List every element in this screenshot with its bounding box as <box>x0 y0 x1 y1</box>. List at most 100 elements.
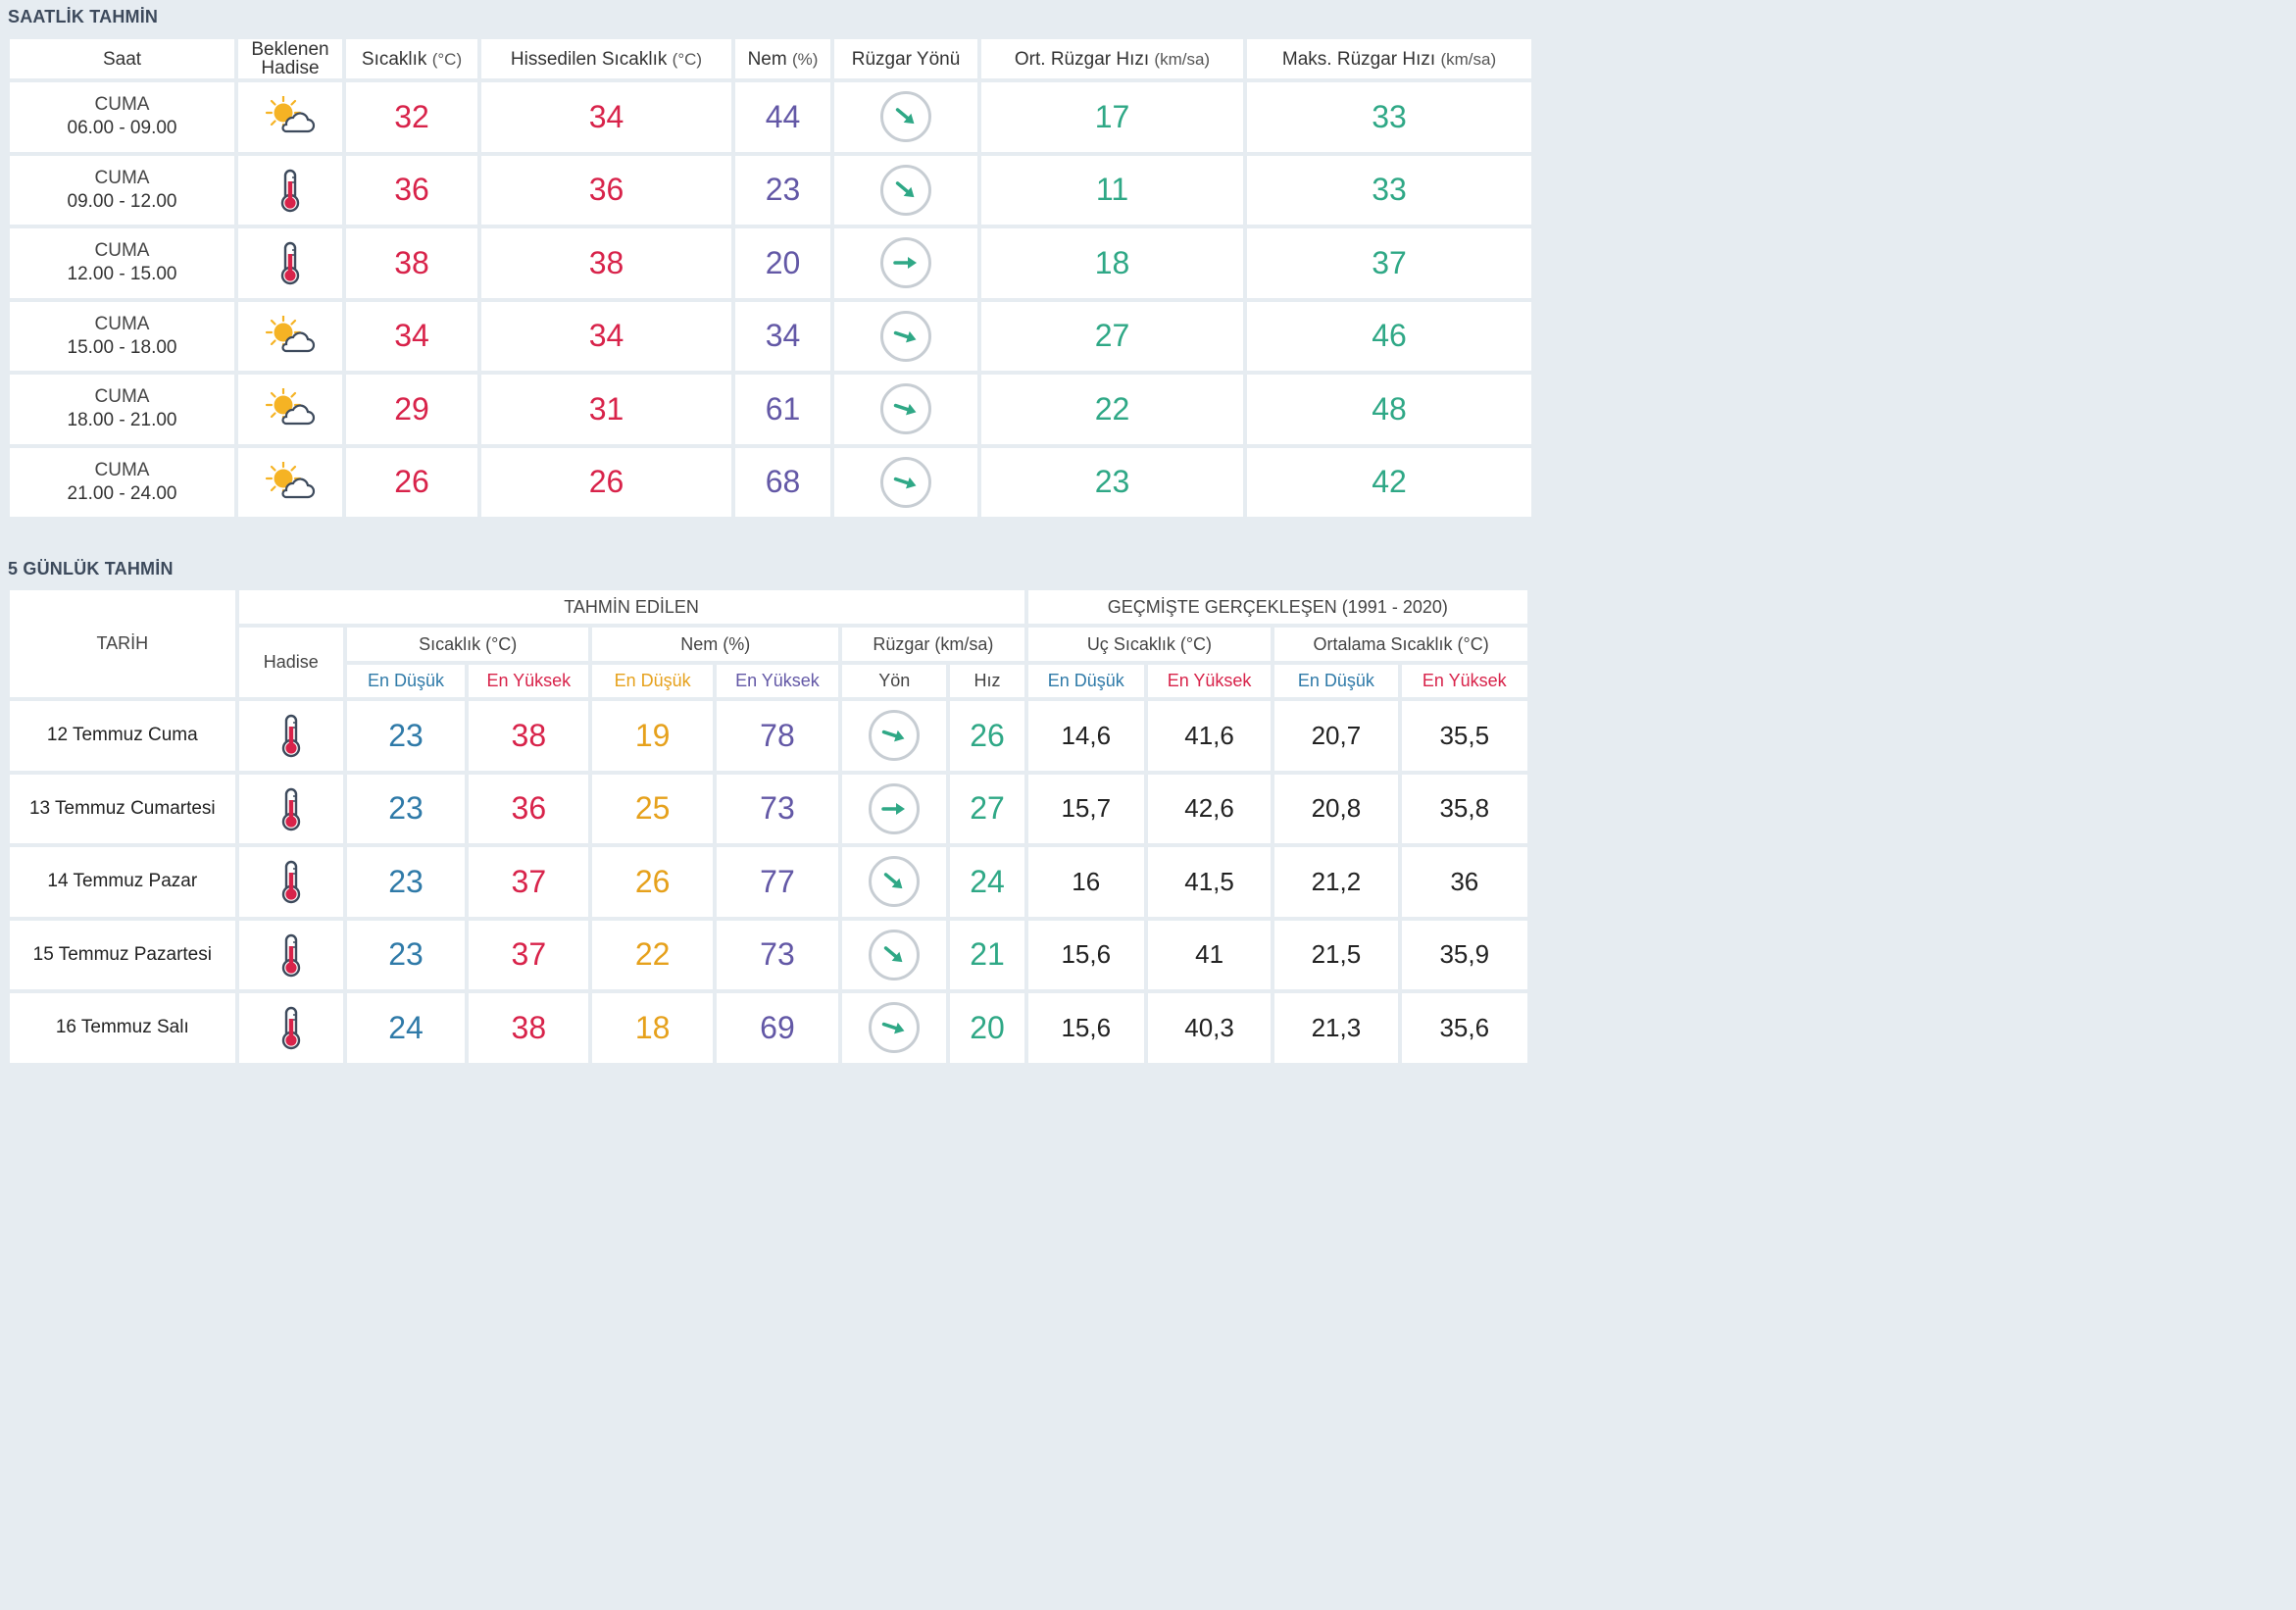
feels-like-value: 31 <box>481 375 731 444</box>
wind-direction-icon <box>880 91 931 143</box>
average-min-value: 21,2 <box>1274 847 1398 917</box>
wind-direction-cell <box>834 301 977 371</box>
feels-like-value: 38 <box>481 228 731 298</box>
wind-direction-icon <box>880 164 931 216</box>
header-maks-label: Maks. Rüzgar Hızı <box>1281 48 1436 70</box>
thermometer-icon <box>278 787 304 830</box>
wind-direction-icon <box>880 456 931 508</box>
header-sicaklik: Sıcaklık (°C) <box>346 39 477 78</box>
slot-time: 15.00 - 18.00 <box>67 336 177 358</box>
slot-day: CUMA <box>94 94 150 116</box>
wind-direction-icon <box>869 1002 921 1054</box>
avg-wind-value: 18 <box>981 228 1243 298</box>
temperature-value: 32 <box>346 82 477 152</box>
time-slot-cell: CUMA 15.00 - 18.00 <box>10 301 234 371</box>
feels-like-value: 34 <box>481 301 731 371</box>
slot-day: CUMA <box>94 313 150 334</box>
header-sicaklik-unit: (°C) <box>431 49 463 69</box>
slot-day: CUMA <box>94 240 150 262</box>
header-nem: Nem (%) <box>735 39 830 78</box>
avg-wind-value: 27 <box>981 301 1243 371</box>
header-uc-en-dusuk: En Düşük <box>1027 665 1144 697</box>
daily-forecast-table: TARİH TAHMİN EDİLEN GEÇMİŞTE GERÇEKLEŞEN… <box>6 586 1531 1067</box>
daily-row: 15 Temmuz Pazartesi 23 37 22 73 21 15,6 41 21,5 3… <box>10 920 1527 989</box>
header-hadise-line2: Hadise <box>261 58 320 78</box>
extreme-min-value: 15,6 <box>1027 920 1144 989</box>
daily-header-row-1: TARİH TAHMİN EDİLEN GEÇMİŞTE GERÇEKLEŞEN… <box>10 590 1527 697</box>
humidity-value: 68 <box>735 447 830 517</box>
daily-section-title: 5 GÜNLÜK TAHMİN <box>8 559 174 579</box>
temperature-value: 38 <box>346 228 477 298</box>
temperature-value: 29 <box>346 375 477 444</box>
average-min-value: 20,7 <box>1274 701 1398 771</box>
temp-min-value: 23 <box>346 920 466 989</box>
humidity-min-value: 19 <box>592 701 713 771</box>
slot-time: 21.00 - 24.00 <box>67 482 177 504</box>
header-ort-unit: (km/sa) <box>1154 49 1211 69</box>
partly-cloudy-icon <box>265 95 316 133</box>
humidity-max-value: 77 <box>716 847 839 917</box>
temperature-value: 26 <box>346 447 477 517</box>
max-wind-value: 46 <box>1247 301 1531 371</box>
humidity-value: 23 <box>735 155 830 225</box>
extreme-min-value: 15,6 <box>1027 993 1144 1063</box>
daily-row: 14 Temmuz Pazar 23 37 26 77 24 16 41,5 21,2 36 <box>10 847 1527 917</box>
wind-direction-cell <box>834 82 977 152</box>
time-slot-cell: CUMA 18.00 - 21.00 <box>10 375 234 444</box>
extreme-min-value: 14,6 <box>1027 701 1144 771</box>
wind-direction-icon <box>880 310 931 362</box>
header-sicaklik: Sıcaklık (°C) <box>346 628 589 661</box>
extreme-max-value: 41 <box>1147 920 1272 989</box>
max-wind-value: 33 <box>1247 155 1531 225</box>
temp-min-value: 23 <box>346 701 466 771</box>
wind-speed-value: 26 <box>950 701 1024 771</box>
average-min-value: 21,3 <box>1274 993 1398 1063</box>
wind-direction-icon <box>880 237 931 289</box>
avg-wind-value: 11 <box>981 155 1243 225</box>
header-maks-ruzgar: Maks. Rüzgar Hızı (km/sa) <box>1247 39 1531 78</box>
hadise-cell <box>238 228 342 298</box>
humidity-max-value: 69 <box>716 993 839 1063</box>
header-nem-en-yuksek: En Yüksek <box>716 665 839 697</box>
header-ortalama-sicaklik: Ortalama Sıcaklık (°C) <box>1274 628 1527 661</box>
humidity-max-value: 73 <box>716 774 839 843</box>
wind-direction-cell <box>842 847 947 917</box>
hourly-forecast-table: Saat Beklenen Hadise Sıcaklık (°C) Hisse… <box>6 35 1535 521</box>
hadise-cell <box>238 701 343 771</box>
temp-max-value: 38 <box>469 701 589 771</box>
thermometer-icon <box>278 715 304 758</box>
slot-time: 12.00 - 15.00 <box>67 264 177 285</box>
wind-direction-icon <box>880 383 931 435</box>
avg-wind-value: 17 <box>981 82 1243 152</box>
date-cell: 16 Temmuz Salı <box>10 993 235 1063</box>
hourly-row: CUMA 12.00 - 15.00 38 38 20 18 37 <box>10 228 1531 298</box>
hadise-cell <box>238 920 343 989</box>
feels-like-value: 26 <box>481 447 731 517</box>
humidity-min-value: 25 <box>592 774 713 843</box>
extreme-min-value: 15,7 <box>1027 774 1144 843</box>
header-tahmin-edilen: TAHMİN EDİLEN <box>238 590 1024 624</box>
avg-wind-value: 22 <box>981 375 1243 444</box>
hourly-row: CUMA 18.00 - 21.00 29 31 61 22 48 <box>10 375 1531 444</box>
hadise-cell <box>238 155 342 225</box>
wind-speed-value: 20 <box>950 993 1024 1063</box>
header-ruzgar-yonu: Rüzgar Yönü <box>834 39 977 78</box>
extreme-max-value: 42,6 <box>1147 774 1272 843</box>
partly-cloudy-icon <box>265 460 316 498</box>
header-hadise-line1: Beklenen <box>251 39 329 60</box>
header-maks-unit: (km/sa) <box>1440 49 1497 69</box>
header-sicaklik-label: Sıcaklık <box>361 48 427 70</box>
time-slot-cell: CUMA 06.00 - 09.00 <box>10 82 234 152</box>
header-hadise: Beklenen Hadise <box>238 39 342 78</box>
hadise-cell <box>238 375 342 444</box>
humidity-value: 61 <box>735 375 830 444</box>
wind-direction-cell <box>842 701 947 771</box>
thermometer-icon <box>278 861 304 904</box>
humidity-max-value: 73 <box>716 920 839 989</box>
wind-direction-icon <box>869 856 921 908</box>
header-nem-label: Nem <box>747 48 787 70</box>
time-slot-cell: CUMA 12.00 - 15.00 <box>10 228 234 298</box>
thermometer-icon <box>278 1007 304 1050</box>
average-max-value: 35,8 <box>1401 774 1527 843</box>
temp-min-value: 23 <box>346 847 466 917</box>
